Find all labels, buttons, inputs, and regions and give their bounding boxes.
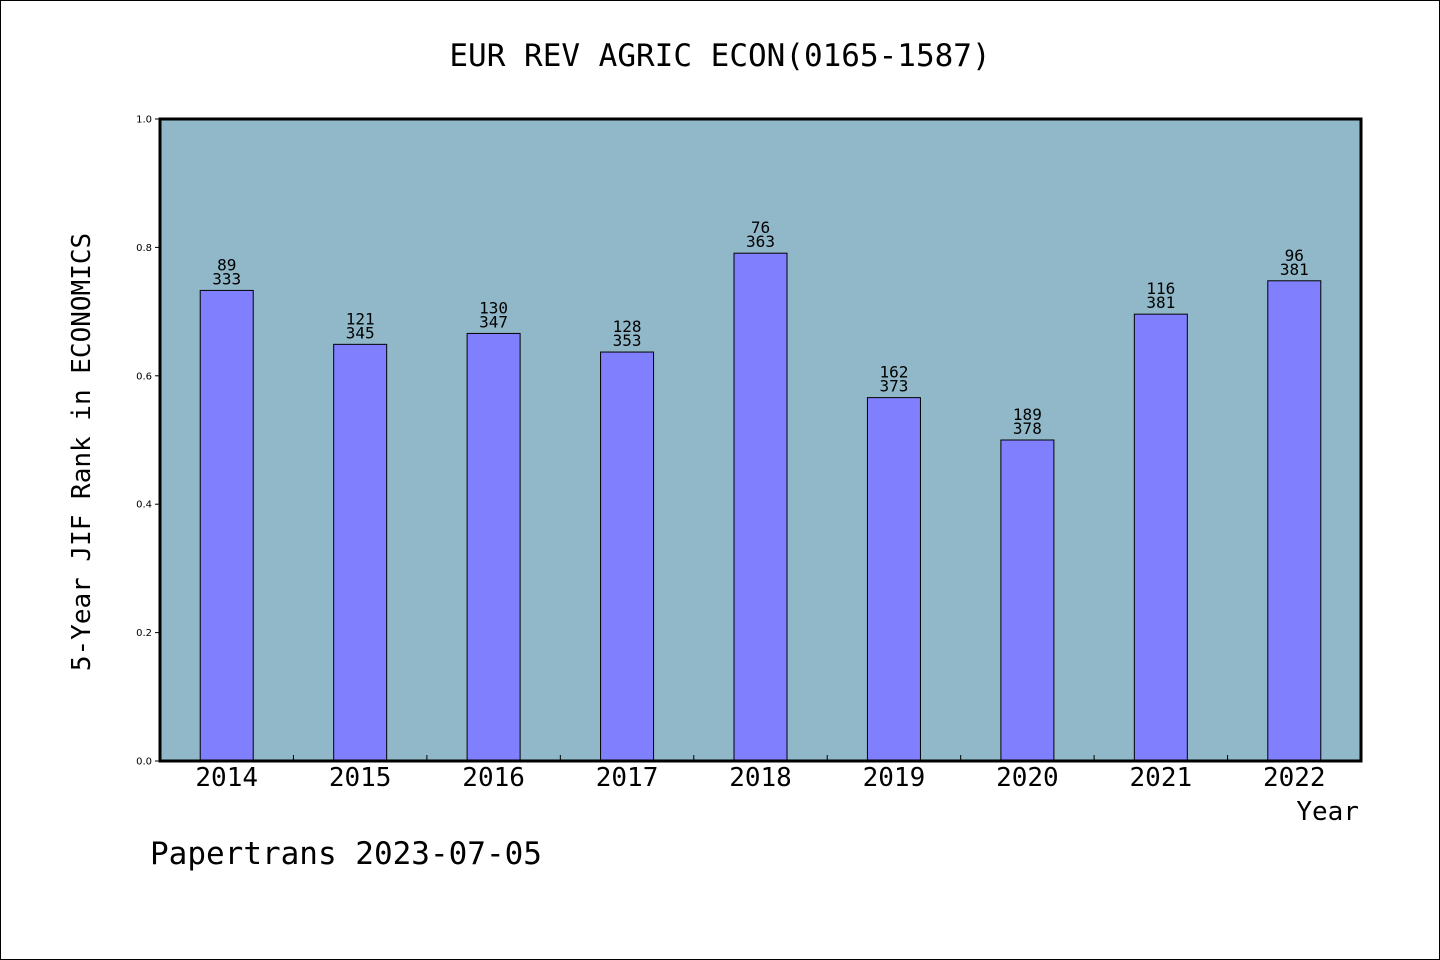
bar-total-label: 345 — [346, 323, 375, 342]
bar-rank-label: 162 — [879, 363, 908, 382]
bar-total-label: 381 — [1146, 293, 1175, 312]
bar-rank-label: 189 — [1013, 405, 1042, 424]
x-tick-label: 2014 — [195, 763, 258, 793]
bar-rank-label: 121 — [346, 309, 375, 328]
bars — [199, 252, 1322, 762]
bar-rank-label: 76 — [751, 218, 770, 237]
footer-credit: Papertrans 2023-07-05 — [150, 836, 542, 872]
x-tick-label: 2016 — [462, 763, 525, 793]
y-tick-label: 1.0 — [136, 115, 152, 126]
y-axis-label: 5-Year JIF Rank in ECONOMICS — [67, 233, 97, 671]
bar-total-label: 381 — [1280, 260, 1309, 279]
bar-total-label: 353 — [613, 331, 642, 350]
bar-total-label: 373 — [879, 377, 908, 396]
bar-2019 — [866, 397, 921, 762]
bar-2014 — [199, 289, 254, 762]
y-tick-label: 0.0 — [136, 757, 152, 768]
bar-rank-label: 116 — [1146, 279, 1175, 298]
x-tick-label: 2018 — [729, 763, 792, 793]
x-axis-ticks: 2014 2015 2016 2017 2018 2019 2020 2021 2022 — [195, 755, 1326, 793]
bar-2020 — [1000, 439, 1055, 762]
bar-rank-label: 89 — [217, 255, 236, 274]
x-axis-label: Year — [1296, 797, 1359, 827]
plot-border — [158, 117, 1363, 763]
x-tick-label: 2015 — [329, 763, 392, 793]
x-tick-label: 2019 — [863, 763, 926, 793]
bar-total-label: 378 — [1013, 419, 1042, 438]
bar-rank-label: 128 — [613, 317, 642, 336]
bar-total-label: 363 — [746, 232, 775, 251]
x-tick-label: 2021 — [1130, 763, 1193, 793]
chart-title: EUR REV AGRIC ECON(0165-1587) — [449, 38, 990, 74]
bar-2015 — [333, 343, 388, 762]
y-tick-label: 0.8 — [136, 243, 152, 254]
y-axis-ticks: 0.0 0.2 0.4 0.6 0.8 1.0 — [136, 115, 160, 768]
bar-total-label: 333 — [212, 269, 241, 288]
bar-rank-label: 130 — [479, 298, 508, 317]
y-tick-label: 0.2 — [136, 628, 152, 639]
bar-2021 — [1133, 313, 1188, 762]
bar-2016 — [466, 332, 521, 762]
bar-2017 — [600, 351, 655, 762]
bar-2022 — [1267, 280, 1322, 762]
x-tick-label: 2022 — [1263, 763, 1326, 793]
x-tick-label: 2017 — [596, 763, 659, 793]
y-tick-label: 0.6 — [136, 371, 152, 382]
x-tick-label: 2020 — [996, 763, 1059, 793]
bar-total-label: 347 — [479, 312, 508, 331]
y-tick-label: 0.4 — [136, 500, 152, 511]
bar-2018 — [733, 252, 788, 762]
bar-rank-label: 96 — [1285, 246, 1304, 265]
